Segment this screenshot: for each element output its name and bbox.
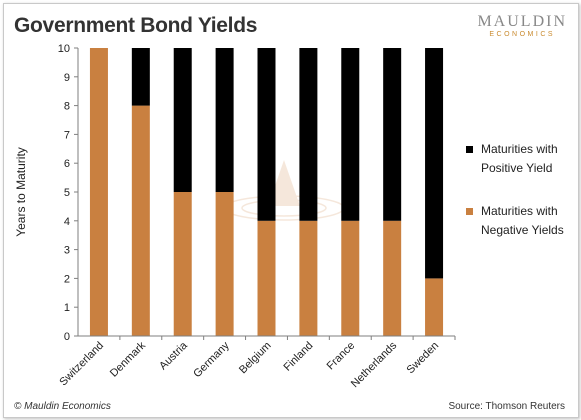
- watermark-logo: [223, 160, 345, 221]
- x-tick-label-netherlands: Netherlands: [349, 339, 400, 390]
- bar-negative-yield-belgium: [257, 220, 276, 336]
- y-tick-label: 8: [64, 101, 70, 113]
- bar-negative-yield-switzerland: [89, 48, 108, 336]
- legend-label: Positive Yield: [481, 161, 552, 175]
- y-axis-title: Years to Maturity: [14, 147, 28, 237]
- legend-label: Maturities with: [481, 204, 558, 218]
- y-tick-label: 9: [64, 72, 70, 84]
- bar-positive-yield-finland: [299, 48, 318, 221]
- x-tick-label-switzerland: Switzerland: [57, 340, 106, 389]
- bar-negative-yield-germany: [215, 192, 234, 336]
- y-tick-label: 0: [64, 331, 70, 343]
- bar-negative-yield-sweden: [425, 278, 444, 336]
- legend-swatch: [466, 146, 473, 153]
- mauldin-logo: MAULDIN ECONOMICS: [477, 14, 567, 39]
- legend: Maturities with Positive Yield Maturities …: [466, 142, 564, 237]
- y-tick-label: 1: [64, 302, 70, 314]
- y-tick-label: 2: [64, 273, 70, 285]
- legend-swatch: [466, 208, 473, 215]
- y-tick-label: 4: [64, 216, 70, 228]
- bar-positive-yield-netherlands: [383, 48, 402, 221]
- bar-negative-yield-france: [341, 220, 360, 336]
- copyright-note: © Mauldin Economics: [14, 401, 111, 412]
- legend-label: Negative Yields: [481, 223, 564, 237]
- y-tick-label: 5: [64, 187, 70, 199]
- bar-negative-yield-netherlands: [383, 220, 402, 336]
- bar-negative-yield-finland: [299, 220, 318, 336]
- y-tick-label: 3: [64, 245, 70, 257]
- logo-subtitle: ECONOMICS: [489, 31, 556, 38]
- bar-positive-yield-austria: [173, 48, 192, 192]
- bar-negative-yield-austria: [173, 192, 192, 336]
- chart-title: Government Bond Yields: [14, 14, 258, 37]
- x-tick-label-sweden: Sweden: [405, 340, 442, 377]
- legend-label: Maturities with: [481, 142, 558, 156]
- x-tick-label-finland: Finland: [282, 340, 316, 374]
- logo-wordmark: MAULDIN: [477, 13, 567, 30]
- y-tick-label: 6: [64, 158, 70, 170]
- y-axis: 0 1 2 3 4 5 6 7 8 9 10: [58, 43, 79, 343]
- x-tick-label-france: France: [325, 340, 358, 373]
- bar-positive-yield-germany: [215, 48, 234, 192]
- x-tick-label-germany: Germany: [191, 339, 232, 380]
- x-tick-label-denmark: Denmark: [108, 339, 148, 379]
- y-tick-label: 10: [58, 43, 70, 55]
- bar-positive-yield-denmark: [131, 48, 150, 106]
- bar-positive-yield-france: [341, 48, 360, 221]
- bars-group: [89, 48, 444, 336]
- x-axis: Switzerland Denmark Austria Germany Belgium F…: [57, 335, 456, 390]
- bar-negative-yield-denmark: [131, 105, 150, 336]
- x-tick-label-belgium: Belgium: [237, 340, 274, 377]
- bar-positive-yield-sweden: [425, 48, 444, 279]
- y-tick-label: 7: [64, 129, 70, 141]
- bar-positive-yield-belgium: [257, 48, 276, 221]
- source-note: Source: Thomson Reuters: [448, 401, 565, 412]
- x-tick-label-austria: Austria: [157, 339, 190, 372]
